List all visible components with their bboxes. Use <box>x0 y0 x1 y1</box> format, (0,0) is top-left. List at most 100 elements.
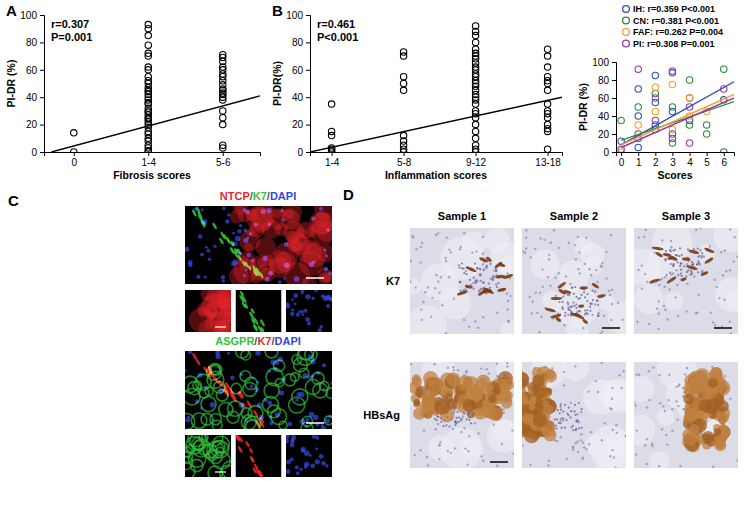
brown-stain <box>666 276 677 285</box>
nucleus <box>530 256 532 258</box>
stain-signal <box>252 267 257 273</box>
y-tick-mark <box>612 134 616 135</box>
stain-signal <box>324 267 329 272</box>
nucleus <box>506 362 508 364</box>
data-point <box>400 149 406 152</box>
nucleus <box>427 286 429 288</box>
nucleus <box>458 264 460 266</box>
nucleus <box>732 260 734 262</box>
y-axis-line <box>306 16 311 153</box>
stain-signal <box>269 421 273 425</box>
nucleus <box>460 431 462 433</box>
nucleus <box>644 444 646 446</box>
data-point <box>652 84 658 90</box>
brown-stain <box>463 399 476 412</box>
nucleus <box>410 260 412 262</box>
nucleus <box>512 453 514 455</box>
nucleus <box>583 446 585 448</box>
x-axis: 01-45-6 <box>45 152 261 168</box>
stain-signal <box>325 255 328 258</box>
nucleus <box>701 252 703 254</box>
stain-signal <box>291 298 294 301</box>
nucleus <box>610 319 612 321</box>
x-tick-label: 1 <box>636 157 642 168</box>
nucleus <box>570 417 572 419</box>
data-point <box>635 144 641 150</box>
regression-line <box>621 102 734 141</box>
nucleus <box>479 273 481 275</box>
stain-signal <box>305 294 310 299</box>
nucleus <box>558 272 560 274</box>
x-axis-line <box>45 153 261 157</box>
nucleus <box>439 441 441 443</box>
nucleus <box>686 283 688 285</box>
y-tick-mark <box>306 152 310 153</box>
stain-signal <box>295 465 299 469</box>
stain-signal <box>254 223 258 227</box>
nucleus <box>635 405 637 407</box>
x-tick-label: 13-18 <box>535 157 561 168</box>
stain-layer <box>185 351 332 429</box>
nucleus <box>452 366 454 368</box>
stain-signal <box>286 302 289 305</box>
nucleus <box>636 429 638 431</box>
nucleus <box>466 418 468 420</box>
stain-signal <box>215 351 220 355</box>
y-tick-label: 60 <box>598 93 610 104</box>
y-axis: 020406080100 <box>592 57 616 158</box>
y-tick: 100 <box>20 10 44 21</box>
stain-signal <box>212 222 218 230</box>
nucleus <box>529 296 531 298</box>
data-point <box>721 149 727 152</box>
x-tick: 3 <box>670 152 676 168</box>
nucleus <box>572 425 574 427</box>
annotation: P<0.001 <box>317 31 358 43</box>
nucleus <box>561 427 563 429</box>
stain-signal <box>314 206 332 219</box>
x-tick-mark <box>690 152 691 156</box>
brown-stain <box>704 247 715 254</box>
nucleus <box>675 269 677 271</box>
brown-stain <box>475 407 484 416</box>
stain-signal <box>230 375 235 380</box>
tissue-texture <box>574 236 593 255</box>
stain-signal <box>299 368 308 377</box>
nucleus <box>670 263 672 265</box>
nucleus <box>483 269 485 271</box>
stain-signal <box>311 216 315 220</box>
data-point <box>669 81 675 87</box>
y-tick: 60 <box>598 93 616 104</box>
nucleus <box>456 411 458 413</box>
nucleus <box>410 281 412 283</box>
nucleus <box>712 321 714 323</box>
nucleus <box>730 332 732 334</box>
panel-letter: D <box>343 186 354 203</box>
stain-signal <box>309 454 312 457</box>
nucleus <box>637 269 639 271</box>
nucleus <box>522 444 524 446</box>
nucleus <box>665 250 667 252</box>
nucleus <box>680 272 682 274</box>
channel-image <box>286 435 332 477</box>
nucleus <box>577 298 579 300</box>
brown-stain <box>477 289 486 296</box>
nucleus <box>453 297 455 299</box>
regression-line <box>621 94 734 144</box>
data-point <box>472 128 478 134</box>
brown-stain <box>457 375 473 391</box>
nucleus <box>685 310 687 312</box>
nucleus <box>558 247 560 249</box>
merged-image <box>185 351 332 429</box>
y-axis-line <box>612 63 617 153</box>
brown-stain <box>495 275 505 279</box>
stain-signal <box>301 447 306 452</box>
nucleus <box>561 417 563 419</box>
nucleus <box>683 265 685 267</box>
stain-signal <box>244 303 249 310</box>
nucleus <box>679 265 681 267</box>
y-tick-label: 100 <box>20 10 37 21</box>
nucleus <box>560 409 562 411</box>
stain-signal <box>311 359 316 364</box>
nucleus <box>622 370 624 372</box>
nucleus <box>573 305 575 307</box>
